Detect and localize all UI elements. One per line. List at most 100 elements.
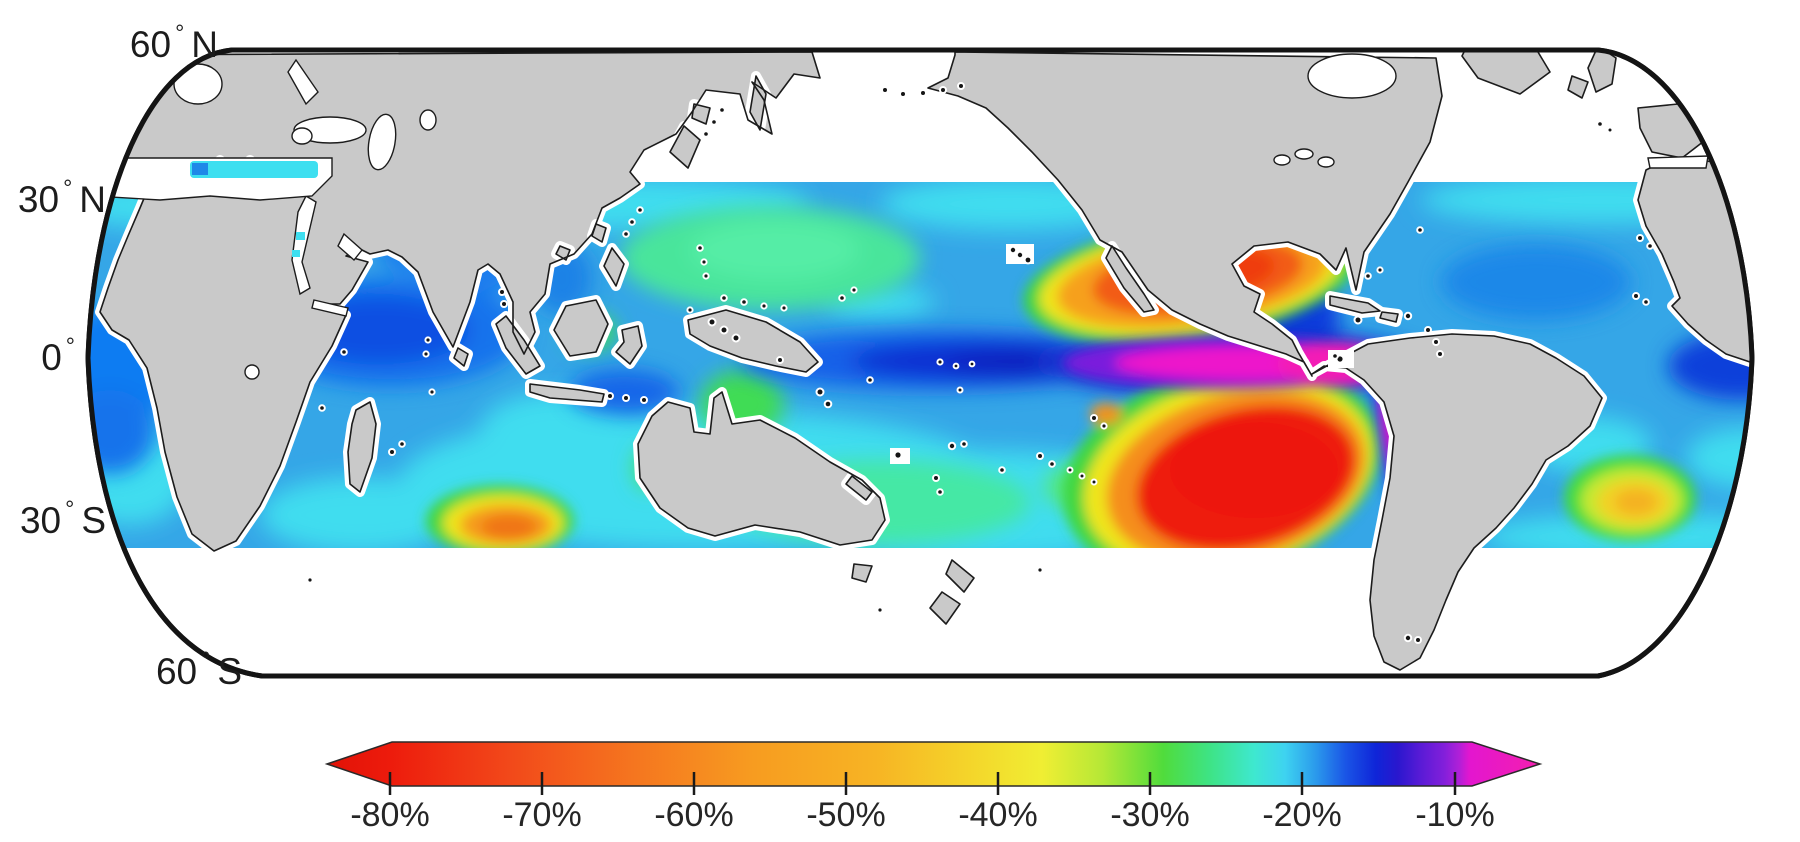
island-speck: [1596, 120, 1604, 128]
inland-sea: [244, 364, 260, 380]
lat-label-30n: 30 ° N: [18, 177, 106, 220]
island-speck: [1008, 245, 1018, 255]
island-speck: [1335, 354, 1345, 364]
lat-label-30s: 30 ° S: [20, 498, 106, 541]
island-speck: [498, 288, 506, 296]
colorbar-tick-label: -60%: [654, 796, 734, 834]
island-speck: [622, 230, 630, 238]
lat-value: 0: [41, 337, 62, 378]
colorbar-ticks: [388, 772, 1457, 795]
map-outline-top: [85, 47, 1755, 679]
island-speck: [1036, 452, 1044, 460]
island-speck: [1048, 460, 1056, 468]
island-speck: [1642, 298, 1650, 306]
island-speck: [1036, 566, 1044, 574]
island-speck: [1646, 242, 1654, 250]
island-speck: [1353, 315, 1363, 325]
colorbar-tick-label: -30%: [1110, 796, 1190, 834]
island-speck: [947, 441, 957, 451]
inland-sea: [287, 58, 319, 106]
south-indian-blob: [426, 485, 574, 548]
island-speck: [952, 362, 960, 370]
island-speck: [1424, 326, 1432, 334]
contour-blob: [1170, 422, 1338, 518]
island-speck: [1403, 311, 1413, 321]
island-speck: [702, 272, 710, 280]
south-atlantic-blob: [1564, 455, 1696, 541]
lat-hemisphere: S: [217, 651, 242, 692]
island-speck: [776, 356, 784, 364]
inland-sea: [291, 127, 313, 145]
inland-sea: [419, 109, 437, 131]
island-speck: [710, 118, 718, 126]
island-speck: [640, 396, 648, 404]
island-speck: [1403, 633, 1413, 643]
island-speck: [1432, 338, 1440, 346]
southeast-pacific-blob: [1063, 363, 1381, 548]
island-speck: [424, 336, 432, 344]
lat-value: 60: [129, 24, 172, 65]
inland-sea: [337, 232, 363, 262]
island-speck: [957, 82, 965, 90]
contour-blob: [260, 477, 460, 548]
island-speck: [998, 466, 1006, 474]
island-speck: [700, 258, 708, 266]
island-speck: [428, 388, 436, 396]
island-speck: [850, 286, 858, 294]
red-sea-data-pixel: [296, 232, 305, 240]
mediterranean-data-strip: [190, 161, 318, 178]
island-speck: [899, 90, 907, 98]
island-speck: [838, 294, 846, 302]
island-speck: [306, 576, 314, 584]
colorbar: [324, 741, 1543, 795]
colorbar-tick-label: -80%: [350, 796, 430, 834]
island-speck: [1416, 226, 1424, 234]
island-speck: [719, 325, 729, 335]
colorbar-tick-label: -40%: [958, 796, 1038, 834]
island-speck: [731, 333, 741, 343]
island-speck: [1015, 250, 1025, 260]
colorbar-tick-label: -20%: [1262, 796, 1342, 834]
island-speck: [936, 488, 944, 496]
island-speck: [968, 360, 976, 368]
inland-sea: [291, 195, 317, 296]
island-speck: [919, 89, 927, 97]
island-speck: [340, 348, 348, 356]
colorbar-tick-label: -50%: [806, 796, 886, 834]
mediterranean-data-pixel: [192, 163, 208, 175]
island-speck: [707, 317, 717, 327]
island-speck: [881, 86, 889, 94]
island-speck: [1078, 472, 1086, 480]
island-speck: [696, 244, 704, 252]
island-speck: [740, 298, 748, 306]
island-speck: [1606, 126, 1614, 134]
lat-value: 60: [155, 651, 198, 692]
marginal-sea-data: [190, 161, 318, 257]
inland-sea: [1647, 155, 1709, 169]
island-speck: [936, 358, 944, 366]
island-speck: [1090, 414, 1098, 422]
island-speck: [720, 294, 728, 302]
contour-blob: [88, 390, 155, 474]
island-speck: [780, 304, 788, 312]
contour-blob: [481, 515, 537, 539]
contour-blob: [1615, 489, 1657, 515]
lat-label-0: 0 °: [41, 335, 82, 378]
degree-symbol: °: [175, 20, 185, 46]
colorbar-tick-label: -70%: [502, 796, 582, 834]
island-speck: [628, 218, 636, 226]
island-speck: [1090, 478, 1098, 486]
island-speck: [318, 404, 326, 412]
colorbar-tick-label: -10%: [1415, 796, 1495, 834]
inland-sea: [367, 113, 397, 171]
island-speck: [1436, 350, 1444, 358]
island-speck: [1066, 466, 1074, 474]
lat-hemisphere: S: [81, 500, 106, 541]
island-speck: [866, 376, 874, 384]
map-interior: [88, 50, 1752, 670]
red-sea-data-pixel: [292, 250, 300, 257]
island-speck: [422, 350, 430, 358]
contour-blob: [1441, 244, 1631, 320]
degree-symbol: °: [201, 647, 211, 673]
island-speck: [960, 440, 968, 448]
